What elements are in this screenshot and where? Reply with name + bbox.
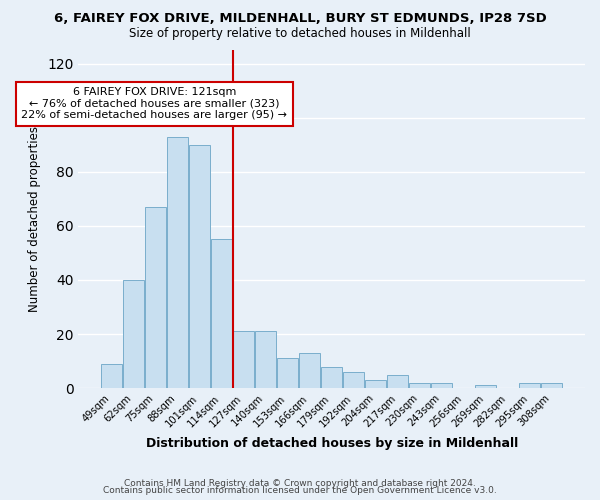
- Bar: [255, 332, 276, 388]
- Text: Contains HM Land Registry data © Crown copyright and database right 2024.: Contains HM Land Registry data © Crown c…: [124, 478, 476, 488]
- Bar: [321, 366, 342, 388]
- Bar: [519, 383, 540, 388]
- Y-axis label: Number of detached properties: Number of detached properties: [28, 126, 41, 312]
- Bar: [189, 144, 210, 388]
- Bar: [299, 353, 320, 388]
- Bar: [211, 240, 232, 388]
- Bar: [431, 383, 452, 388]
- Bar: [145, 207, 166, 388]
- Bar: [475, 386, 496, 388]
- Bar: [541, 383, 562, 388]
- Bar: [387, 374, 408, 388]
- Bar: [365, 380, 386, 388]
- X-axis label: Distribution of detached houses by size in Mildenhall: Distribution of detached houses by size …: [146, 437, 518, 450]
- Text: Contains public sector information licensed under the Open Government Licence v3: Contains public sector information licen…: [103, 486, 497, 495]
- Bar: [123, 280, 144, 388]
- Bar: [277, 358, 298, 388]
- Bar: [343, 372, 364, 388]
- Bar: [233, 332, 254, 388]
- Text: Size of property relative to detached houses in Mildenhall: Size of property relative to detached ho…: [129, 28, 471, 40]
- Text: 6 FAIREY FOX DRIVE: 121sqm
← 76% of detached houses are smaller (323)
22% of sem: 6 FAIREY FOX DRIVE: 121sqm ← 76% of deta…: [21, 87, 287, 120]
- Text: 6, FAIREY FOX DRIVE, MILDENHALL, BURY ST EDMUNDS, IP28 7SD: 6, FAIREY FOX DRIVE, MILDENHALL, BURY ST…: [53, 12, 547, 26]
- Bar: [101, 364, 122, 388]
- Bar: [409, 383, 430, 388]
- Bar: [167, 136, 188, 388]
